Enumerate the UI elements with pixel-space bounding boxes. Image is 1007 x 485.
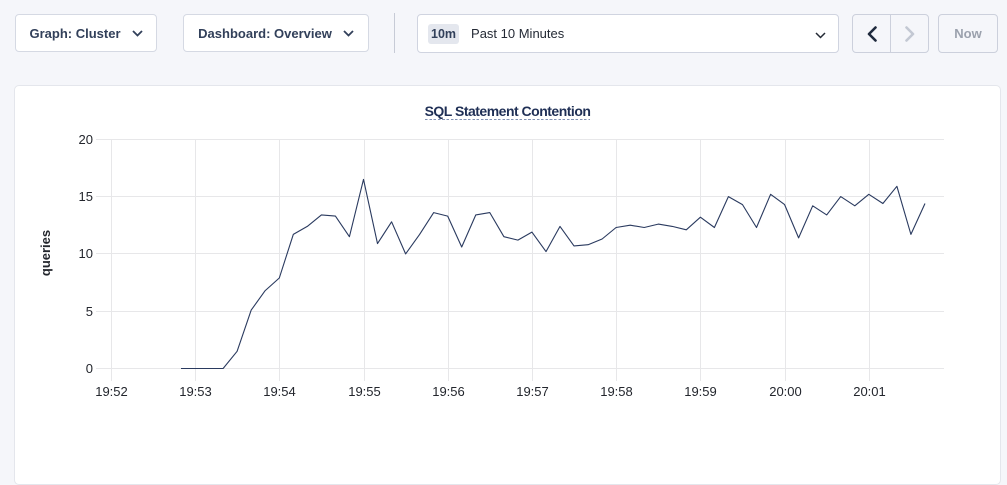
svg-text:5: 5 (86, 304, 93, 319)
svg-text:20:01: 20:01 (853, 384, 886, 399)
svg-text:19:53: 19:53 (179, 384, 212, 399)
svg-text:19:52: 19:52 (95, 384, 128, 399)
svg-text:0: 0 (86, 361, 93, 376)
svg-text:19:54: 19:54 (263, 384, 296, 399)
svg-text:19:58: 19:58 (600, 384, 633, 399)
svg-text:19:55: 19:55 (348, 384, 381, 399)
svg-text:queries: queries (38, 230, 53, 276)
svg-text:15: 15 (79, 189, 93, 204)
svg-text:20:00: 20:00 (769, 384, 802, 399)
svg-text:19:57: 19:57 (516, 384, 549, 399)
svg-text:20: 20 (79, 132, 93, 147)
svg-text:19:59: 19:59 (684, 384, 717, 399)
svg-text:10: 10 (79, 246, 93, 261)
svg-text:19:56: 19:56 (432, 384, 465, 399)
